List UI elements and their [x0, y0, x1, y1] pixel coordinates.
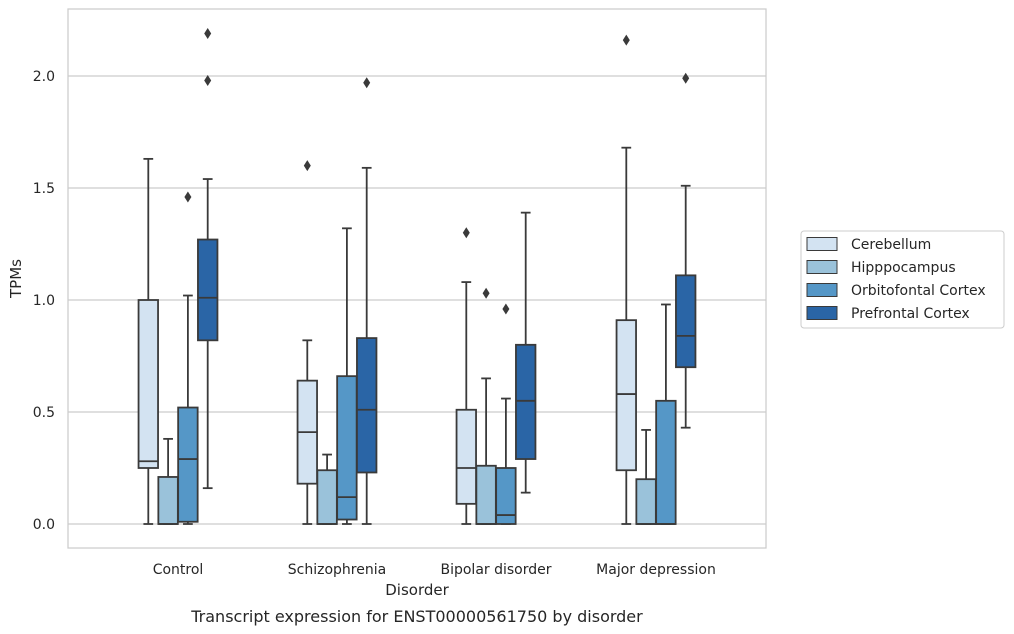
box-hipppocampus: [316, 453, 338, 525]
x-tick-label: Schizophrenia: [288, 562, 386, 578]
box-body: [495, 467, 517, 525]
outlier-point: [622, 34, 630, 46]
legend-swatch: [806, 306, 838, 320]
y-tick-label: 1.0: [33, 293, 55, 309]
box-body: [655, 399, 677, 525]
plot-frame: [67, 8, 767, 549]
box-hipppocampus: [157, 437, 179, 525]
legend-label: Orbitofontal Cortex: [851, 283, 986, 299]
box-body: [316, 469, 338, 525]
box-prefrontal-cortex: [197, 27, 219, 490]
legend-label: Hipppocampus: [851, 260, 956, 276]
box-body: [635, 478, 657, 525]
outlier-point: [502, 303, 510, 315]
box-body: [615, 319, 637, 472]
box-body: [356, 337, 378, 474]
box-prefrontal-cortex: [675, 72, 697, 429]
box-body: [157, 476, 179, 525]
box-cerebellum: [137, 157, 159, 525]
y-tick-label: 0.0: [33, 517, 55, 533]
outlier-point: [482, 287, 490, 299]
legend-frame: [800, 230, 1005, 329]
y-axis-title: TPMs: [7, 259, 25, 299]
outlier-point: [204, 27, 212, 39]
box-hipppocampus: [635, 429, 657, 525]
box-cerebellum: [455, 227, 477, 525]
box-cerebellum: [296, 160, 318, 525]
legend: Cerebellum Hipppocampus Orbitofontal Corte…: [800, 230, 1005, 329]
box-orbitofontal-cortex: [336, 227, 358, 525]
chart-caption: Transcript expression for ENST0000056175…: [190, 607, 643, 626]
box-body: [455, 408, 477, 505]
y-tick-label: 1.5: [33, 181, 55, 197]
legend-label: Cerebellum: [851, 237, 931, 253]
box-orbitofontal-cortex: [177, 191, 199, 525]
box-orbitofontal-cortex: [495, 303, 517, 525]
legend-swatch: [806, 237, 838, 251]
box-body: [177, 406, 199, 523]
y-tick-label: 2.0: [33, 69, 55, 85]
outlier-point: [682, 72, 690, 84]
box-hipppocampus: [475, 287, 497, 525]
y-tick-label: 0.5: [33, 405, 55, 421]
x-tick-label: Bipolar disorder: [440, 562, 551, 578]
outlier-point: [363, 77, 371, 89]
y-axis-ticks: 0.0 0.5 1.0 1.5 2.0: [33, 69, 55, 533]
legend-swatch: [806, 260, 838, 274]
box-body: [515, 343, 537, 460]
legend-swatch: [806, 283, 838, 297]
box-body: [137, 299, 159, 469]
outlier-point: [184, 191, 192, 203]
box-prefrontal-cortex: [515, 211, 537, 494]
box-prefrontal-cortex: [356, 77, 378, 525]
box-plot-area: [137, 27, 697, 525]
x-tick-label: Major depression: [596, 562, 716, 578]
box-body: [475, 464, 497, 525]
x-axis-ticks: Control Schizophrenia Bipolar disorder Majo…: [153, 562, 716, 578]
box-cerebellum: [615, 34, 637, 525]
outlier-point: [462, 227, 470, 239]
box-body: [675, 274, 697, 369]
box-body: [197, 238, 219, 342]
outlier-point: [303, 160, 311, 172]
x-tick-label: Control: [153, 562, 204, 578]
x-axis-title: Disorder: [385, 581, 449, 599]
outlier-point: [204, 74, 212, 86]
legend-label: Prefrontal Cortex: [851, 306, 970, 322]
box-orbitofontal-cortex: [655, 303, 677, 525]
